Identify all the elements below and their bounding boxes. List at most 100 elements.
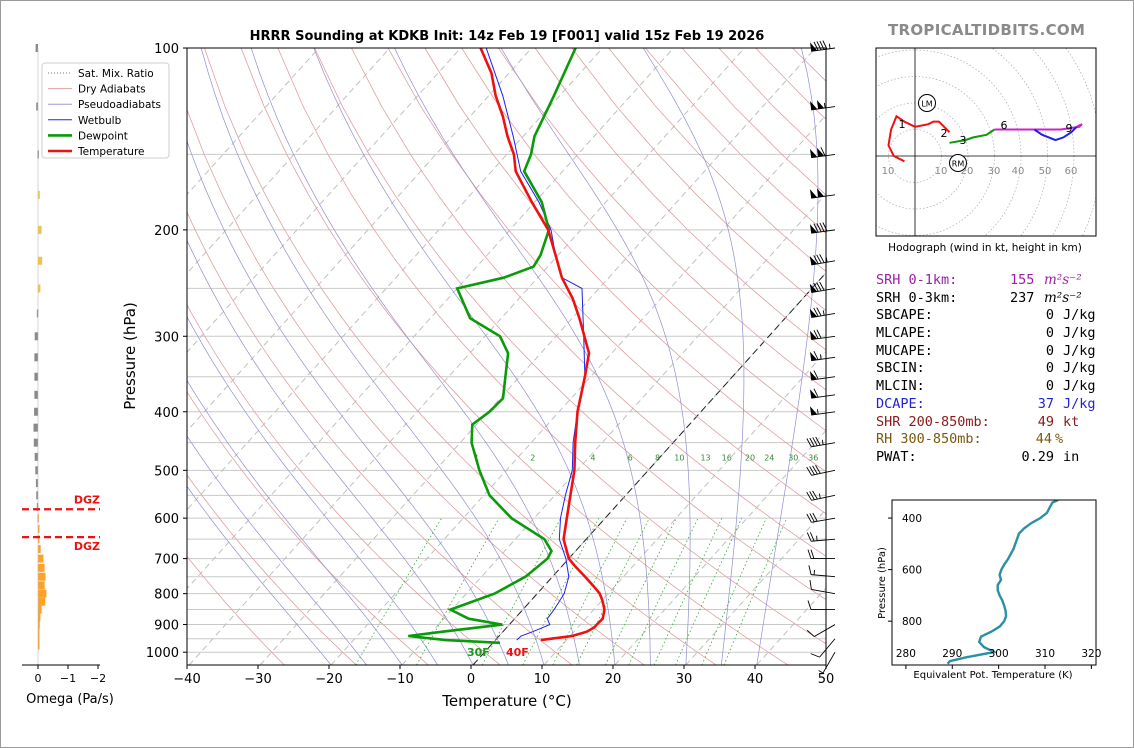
omega-bar xyxy=(36,309,39,318)
isotherm xyxy=(187,48,462,353)
dry-adiabat xyxy=(424,48,826,473)
barb-full xyxy=(816,282,822,292)
dry-adiabat xyxy=(204,48,717,665)
index-label: SRH 0-3km: xyxy=(876,289,958,306)
omega-bar xyxy=(34,390,38,399)
te-x-tick-label: 310 xyxy=(1035,648,1055,660)
hodo-height-label: 1 xyxy=(899,118,906,131)
omega-bar xyxy=(38,641,40,650)
barb-half xyxy=(818,493,821,499)
wind-barb xyxy=(809,40,836,52)
barb-flag xyxy=(809,224,818,234)
te-x-tick-label: 280 xyxy=(896,648,916,660)
omega-x-tick-label: −2 xyxy=(90,672,106,685)
skewt-axes-frame xyxy=(186,47,827,666)
wind-barb xyxy=(809,329,836,341)
te-x-tick-label: 290 xyxy=(942,648,962,660)
barb-full xyxy=(806,513,812,523)
y-tick-label: 500 xyxy=(154,464,179,479)
wind-barb xyxy=(809,188,836,199)
barb-staff xyxy=(811,153,836,159)
y-tick-label: 600 xyxy=(154,512,179,527)
hodo-height-label: 9 xyxy=(1066,122,1073,135)
omega-bar xyxy=(38,613,41,622)
hodo-height-label: 3 xyxy=(960,134,967,147)
wind-barb xyxy=(810,638,836,658)
isotherm xyxy=(187,48,674,590)
barb-flag xyxy=(816,147,825,157)
barb-flag xyxy=(809,308,818,318)
te-x-axis-label: Equivalent Pot. Temperature (K) xyxy=(913,670,1072,681)
mixing-ratio-label: 36 xyxy=(808,454,818,463)
barb-full xyxy=(806,532,812,542)
mixing-ratio-line xyxy=(675,518,743,665)
omega-bar xyxy=(36,102,38,111)
index-value: 44 xyxy=(1035,431,1052,448)
moist-adiabat xyxy=(187,316,438,665)
moist-adiabat xyxy=(756,48,819,665)
profile-dewpoint xyxy=(408,48,577,645)
mixing-ratio-label: 13 xyxy=(700,454,710,463)
legend: Sat. Mix. Ratio Dry Adiabats Pseudoadiabat… xyxy=(41,62,170,159)
barb-half xyxy=(818,670,824,674)
omega-bar xyxy=(34,452,38,461)
omega-bar xyxy=(38,581,45,590)
barb-full xyxy=(807,600,812,610)
dry-adiabat xyxy=(571,48,826,312)
barb-full xyxy=(809,513,815,523)
mixing-ratio-line xyxy=(653,518,723,665)
x-tick-label: −30 xyxy=(244,672,271,687)
hodo-trace xyxy=(994,123,1083,131)
omega-bar xyxy=(38,620,40,629)
te-y-tick-label: 800 xyxy=(902,616,922,628)
index-value: 155 xyxy=(1010,272,1035,288)
isotherm xyxy=(187,48,320,196)
index-unit: J/kg xyxy=(1063,360,1096,377)
index-unit: m²s⁻² xyxy=(1044,272,1082,288)
index-label: DCAPE: xyxy=(876,395,925,412)
barb-full xyxy=(806,491,812,501)
profiles xyxy=(408,48,606,645)
dry-adiabat xyxy=(277,48,826,645)
barb-full xyxy=(810,653,820,658)
hodo-ring-label: 10 xyxy=(882,166,895,177)
barb-flag xyxy=(816,100,825,109)
x-tick-label: 10 xyxy=(534,672,551,687)
omega-bar xyxy=(38,572,46,581)
omega-x-tick-label: 0 xyxy=(35,672,42,685)
wind-barb xyxy=(809,350,836,362)
hodo-trace xyxy=(887,114,951,163)
x-axis-label: Temperature (°C) xyxy=(441,692,571,710)
dry-adiabat xyxy=(187,211,573,665)
barb-full xyxy=(812,465,818,475)
dgz-label: DGZ xyxy=(74,540,100,553)
omega-bar xyxy=(38,535,40,544)
omega-bar xyxy=(34,372,38,381)
mixing-ratio-label: 2 xyxy=(530,454,535,463)
barb-staff xyxy=(811,106,836,111)
barb-staff xyxy=(811,394,836,399)
wind-barb xyxy=(809,307,836,319)
storm-motion-marker xyxy=(918,94,936,112)
isotherm xyxy=(187,48,603,511)
moist-adiabat xyxy=(187,485,332,665)
barb-full xyxy=(822,222,828,232)
index-row-mlcin: MLCIN: 0 J/kg xyxy=(876,378,1134,396)
barb-full xyxy=(806,629,815,637)
barb-flag xyxy=(809,389,818,399)
hodograph: 10 10 20 30 40 50 60 1 23 6 9 LM RM Hodograph (wind i… xyxy=(875,47,1097,254)
wind-barb xyxy=(809,254,836,266)
barb-full xyxy=(813,307,819,317)
barb-staff xyxy=(811,335,836,341)
hodo-ring-label: 20 xyxy=(961,166,974,177)
barb-staff xyxy=(811,411,836,416)
mixing-ratio-label: 30 xyxy=(788,454,798,463)
mixing-ratio-label: 6 xyxy=(628,454,633,463)
index-label: SHR 200-850mb: xyxy=(876,413,990,430)
wind-barb xyxy=(809,406,836,416)
mixing-ratio-line xyxy=(723,518,788,665)
barb-full xyxy=(816,307,822,317)
barb-full xyxy=(820,147,826,156)
wind-barb xyxy=(806,436,836,448)
index-row-srh01: SRH 0-1km: 155 m²s⁻² xyxy=(876,272,1134,290)
